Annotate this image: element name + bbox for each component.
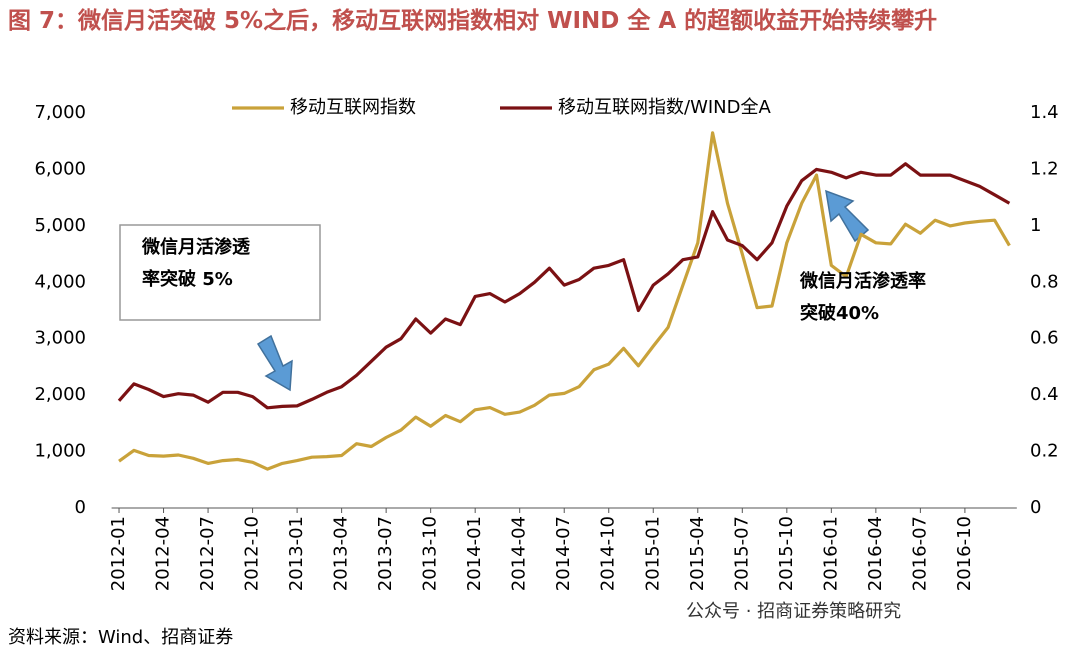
x-tick-label: 2014-04 [509,516,530,591]
y2-tick-label: 0.4 [1030,384,1059,405]
y2-tick-label: 1 [1030,215,1041,236]
y-tick-label: 0 [75,497,86,518]
x-tick-label: 2016-01 [820,516,841,591]
legend-label: 移动互联网指数/WIND全A [558,97,771,118]
x-tick-label: 2016-07 [909,516,930,591]
arrow [256,334,293,392]
x-tick-label: 2016-04 [865,516,886,591]
x-tick-label: 2012-04 [153,516,174,591]
y2-tick-label: 1.2 [1030,158,1059,179]
annotation-box [119,224,321,321]
x-tick-label: 2012-01 [108,516,129,591]
x-tick-label: 2014-10 [598,516,619,591]
y-tick-label: 2,000 [34,384,86,405]
watermark: 公众号 · 招商证券策略研究 [686,601,901,622]
annotation: 微信月活渗透 [141,236,251,258]
x-tick-label: 2014-01 [464,516,485,591]
y2-tick-label: 0.2 [1030,441,1059,462]
legend-label: 移动互联网指数 [290,97,416,118]
x-tick-label: 2013-07 [375,516,396,591]
x-tick-label: 2013-01 [286,516,307,591]
y-tick-label: 1,000 [34,441,86,462]
x-tick-label: 2015-07 [731,516,752,591]
x-tick-label: 2016-10 [954,516,975,591]
y-tick-label: 5,000 [34,215,86,236]
series-line [118,131,1011,471]
y-tick-label: 3,000 [34,328,86,349]
arrow [825,189,870,243]
y2-tick-label: 0 [1030,497,1041,518]
y2-tick-label: 1.4 [1030,102,1059,123]
x-tick-label: 2012-10 [242,516,263,591]
x-tick-label: 2014-07 [553,516,574,591]
annotation: 突破40% [800,302,879,324]
y-tick-label: 4,000 [34,271,86,292]
x-tick-label: 2013-10 [420,516,441,591]
x-tick-label: 2015-04 [687,516,708,591]
x-tick-label: 2015-10 [776,516,797,591]
x-tick-label: 2012-07 [197,516,218,591]
x-tick-label: 2015-01 [642,516,663,591]
source: 资料来源：Wind、招商证券 [8,627,233,648]
annotation: 微信月活渗透率 [799,270,926,292]
x-tick-label: 2013-04 [331,516,352,591]
annotation: 率突破 5% [142,268,233,290]
y-tick-label: 7,000 [34,102,86,123]
y2-tick-label: 0.8 [1030,271,1059,292]
y-tick-label: 6,000 [34,158,86,179]
y2-tick-label: 0.6 [1030,328,1059,349]
series-line [117,162,1011,410]
chart-title: 图 7：微信月活突破 5%之后，移动互联网指数相对 WIND 全 A 的超额收益… [8,8,938,34]
